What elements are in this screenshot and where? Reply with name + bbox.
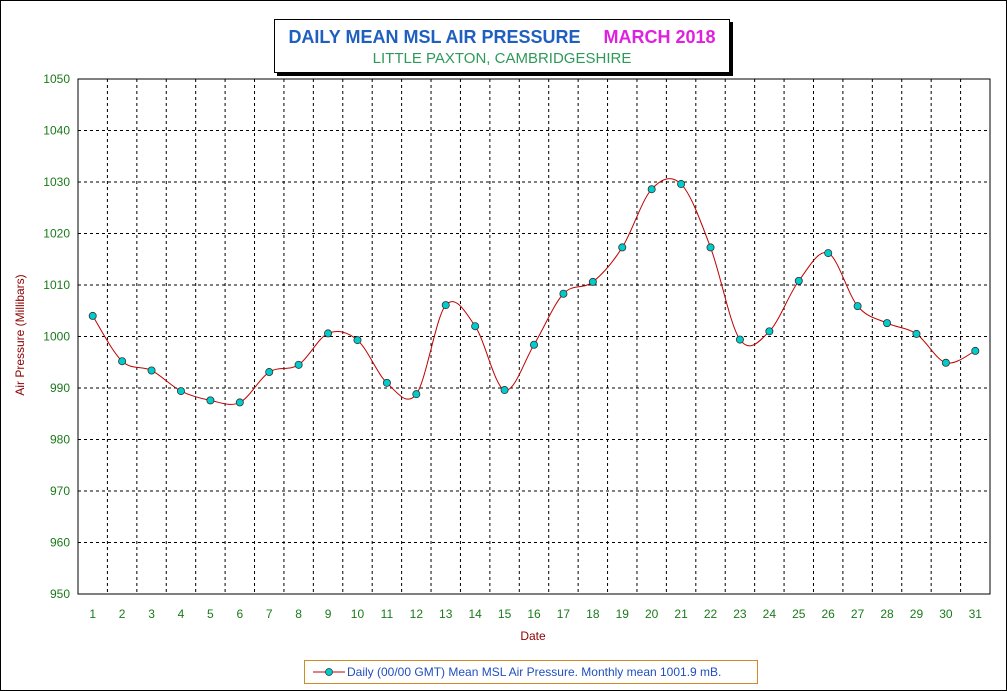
title-line: DAILY MEAN MSL AIR PRESSURE MARCH 2018 — [275, 27, 729, 48]
x-tick-label: 16 — [527, 607, 541, 621]
data-point — [235, 398, 244, 407]
x-tick-label: 24 — [763, 607, 777, 621]
legend-swatch — [313, 668, 345, 676]
x-axis-ticks: 1 2 3 4 5 6 7 8 9 10 11 12 13 14 15 16 17 18 19 20 21 22 23 24 2… — [89, 607, 982, 621]
x-tick-label: 14 — [468, 607, 482, 621]
legend-entry: Daily (00/00 GMT) Mean MSL Air Pressure.… — [347, 665, 722, 679]
data-point — [883, 319, 892, 328]
data-point — [824, 249, 833, 258]
x-tick-label: 30 — [939, 607, 953, 621]
x-tick-label: 3 — [148, 607, 155, 621]
y-axis-label: Air Pressure (Millibars) — [13, 274, 27, 395]
x-tick-label: 28 — [880, 607, 894, 621]
y-tick-label: 1040 — [43, 124, 70, 138]
x-tick-label: 20 — [645, 607, 659, 621]
x-tick-label: 29 — [910, 607, 924, 621]
series-markers — [88, 180, 980, 407]
data-point — [912, 329, 921, 338]
x-tick-label: 26 — [822, 607, 836, 621]
x-tick-label: 25 — [792, 607, 806, 621]
data-point — [559, 289, 568, 298]
x-tick-label: 5 — [207, 607, 214, 621]
data-point — [618, 243, 627, 252]
y-tick-label: 1050 — [43, 72, 70, 86]
data-point — [971, 346, 980, 355]
legend-marker-icon — [325, 668, 333, 676]
x-tick-label: 6 — [236, 607, 243, 621]
gridlines — [78, 79, 990, 594]
title-box: DAILY MEAN MSL AIR PRESSURE MARCH 2018 L… — [274, 19, 730, 73]
data-point — [794, 276, 803, 285]
plot-area-border — [77, 78, 991, 595]
data-point — [118, 357, 127, 366]
y-tick-label: 970 — [50, 484, 70, 498]
y-axis-ticks: 950 960 970 980 990 1000 1010 1020 1030 1040 1050 — [43, 72, 70, 601]
data-point — [588, 277, 597, 286]
y-tick-label: 990 — [50, 381, 70, 395]
data-point — [677, 180, 686, 189]
x-tick-label: 22 — [704, 607, 718, 621]
data-point — [471, 322, 480, 331]
chart-title: DAILY MEAN MSL AIR PRESSURE — [288, 27, 581, 47]
x-tick-label: 31 — [969, 607, 983, 621]
x-tick-label: 9 — [325, 607, 332, 621]
y-tick-label: 960 — [50, 536, 70, 550]
data-point — [412, 390, 421, 399]
x-tick-label: 10 — [351, 607, 365, 621]
data-point — [176, 387, 185, 396]
y-tick-label: 1010 — [43, 278, 70, 292]
x-tick-label: 13 — [439, 607, 453, 621]
data-point — [206, 396, 215, 405]
x-tick-label: 2 — [119, 607, 126, 621]
chart-title-period: MARCH 2018 — [603, 27, 716, 47]
x-tick-label: 17 — [557, 607, 571, 621]
x-axis-label: Date — [520, 629, 546, 643]
data-point — [294, 360, 303, 369]
data-point — [853, 302, 862, 311]
x-tick-label: 18 — [586, 607, 600, 621]
x-tick-label: 11 — [381, 607, 394, 621]
data-point — [500, 386, 509, 395]
x-tick-label: 4 — [178, 607, 185, 621]
data-point — [647, 185, 656, 194]
legend: Daily (00/00 GMT) Mean MSL Air Pressure.… — [304, 660, 758, 684]
data-point — [706, 243, 715, 252]
y-tick-label: 1030 — [43, 175, 70, 189]
data-point — [353, 336, 362, 345]
y-tick-label: 1020 — [43, 227, 70, 241]
x-tick-label: 15 — [498, 607, 512, 621]
y-tick-label: 980 — [50, 433, 70, 447]
data-point — [441, 301, 450, 310]
x-tick-label: 12 — [410, 607, 424, 621]
x-tick-label: 8 — [295, 607, 302, 621]
x-tick-label: 1 — [89, 607, 96, 621]
x-tick-label: 7 — [266, 607, 273, 621]
data-point — [88, 311, 97, 320]
data-point — [265, 368, 274, 377]
data-point — [941, 358, 950, 367]
data-point — [765, 327, 774, 336]
data-point — [530, 340, 539, 349]
data-point — [382, 378, 391, 387]
x-tick-label: 23 — [733, 607, 747, 621]
y-tick-label: 950 — [50, 587, 70, 601]
chart-subtitle: LITTLE PAXTON, CAMBRIDGESHIRE — [372, 50, 632, 67]
data-point — [147, 366, 156, 375]
x-tick-label: 19 — [616, 607, 630, 621]
data-point — [735, 335, 744, 344]
x-tick-label: 21 — [674, 607, 688, 621]
y-tick-label: 1000 — [43, 330, 70, 344]
x-tick-label: 27 — [851, 607, 865, 621]
data-point — [324, 329, 333, 338]
